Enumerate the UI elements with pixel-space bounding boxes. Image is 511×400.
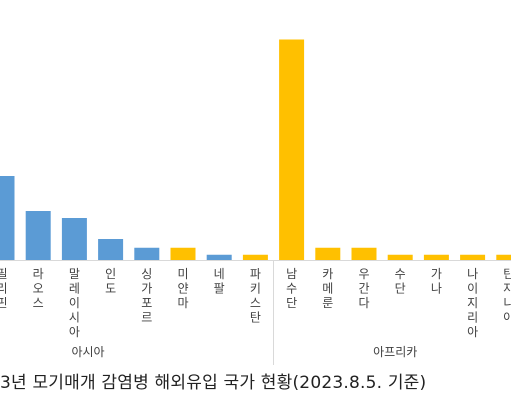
bars xyxy=(0,39,511,260)
bar-14 xyxy=(460,254,486,260)
group-label: 아프리카 xyxy=(373,345,417,359)
bar-6 xyxy=(170,247,196,260)
bar-13 xyxy=(423,254,449,260)
bar-12 xyxy=(387,254,413,260)
bar-4 xyxy=(98,239,124,260)
category-labels: 필 리 핀 라 오 스 말 레 이 시 아 인 도 싱 가 포 르 미 얀 마 네 팔 파 키 스 탄 남 수 단 카 메 룬 우 간 다 수 단 가 나 나… xyxy=(0,267,511,339)
bar-1 xyxy=(0,176,15,260)
bar-10 xyxy=(315,247,341,260)
chart-title-text: 3년 모기매개 감염병 해외유입 국가 현황(2023.8.5. 기준) xyxy=(0,373,427,393)
bar-7 xyxy=(206,254,232,260)
bar-5 xyxy=(134,247,160,260)
bar-15 xyxy=(496,254,511,260)
bar-9 xyxy=(279,39,305,260)
group-label: 아시아 xyxy=(71,345,104,359)
bar-8 xyxy=(242,254,268,260)
bar-3 xyxy=(61,218,87,260)
bar-11 xyxy=(351,247,377,260)
chart-title: 3년 모기매개 감염병 해외유입 국가 현황(2023.8.5. 기준) xyxy=(0,368,511,396)
group-labels: 아시아 아프리카 xyxy=(71,345,417,359)
bar-2 xyxy=(25,211,51,260)
